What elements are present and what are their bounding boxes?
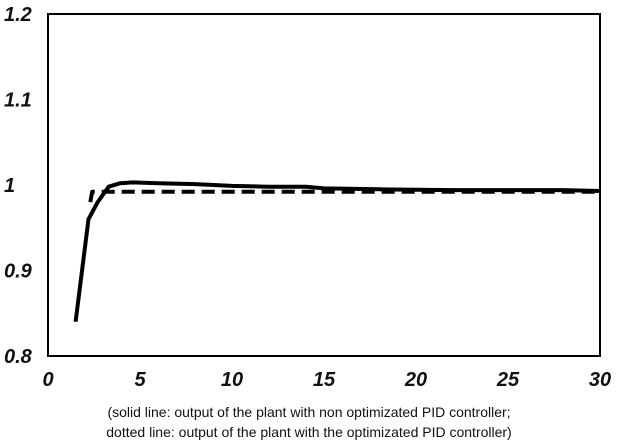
y-tick-label: 1.1 [4,90,32,112]
y-axis-tick-labels: 0.8 0.9 1 1.1 1.2 [4,4,33,368]
x-tick-label: 10 [221,369,243,391]
x-tick-label: 5 [134,369,146,391]
x-tick-label: 15 [313,369,336,391]
y-tick-label: 0.8 [4,346,33,368]
x-tick-label: 20 [404,369,427,391]
y-tick-label: 1 [4,175,15,197]
x-axis-tick-labels: 0 5 10 15 20 25 30 [42,369,611,391]
x-tick-label: 30 [589,369,611,391]
series-layer [73,180,601,323]
caption-line-1: (solid line: output of the plant with no… [107,404,511,420]
x-tick-label: 25 [496,369,520,391]
series-line-solid [73,180,601,323]
caption-line-2: dotted line: output of the plant with th… [106,424,512,440]
series-line-dashed [88,189,600,203]
plot-area-frame [47,13,601,357]
y-tick-label: 1.2 [4,4,32,26]
x-tick-label: 0 [42,369,53,391]
y-tick-label: 0.9 [4,261,33,283]
